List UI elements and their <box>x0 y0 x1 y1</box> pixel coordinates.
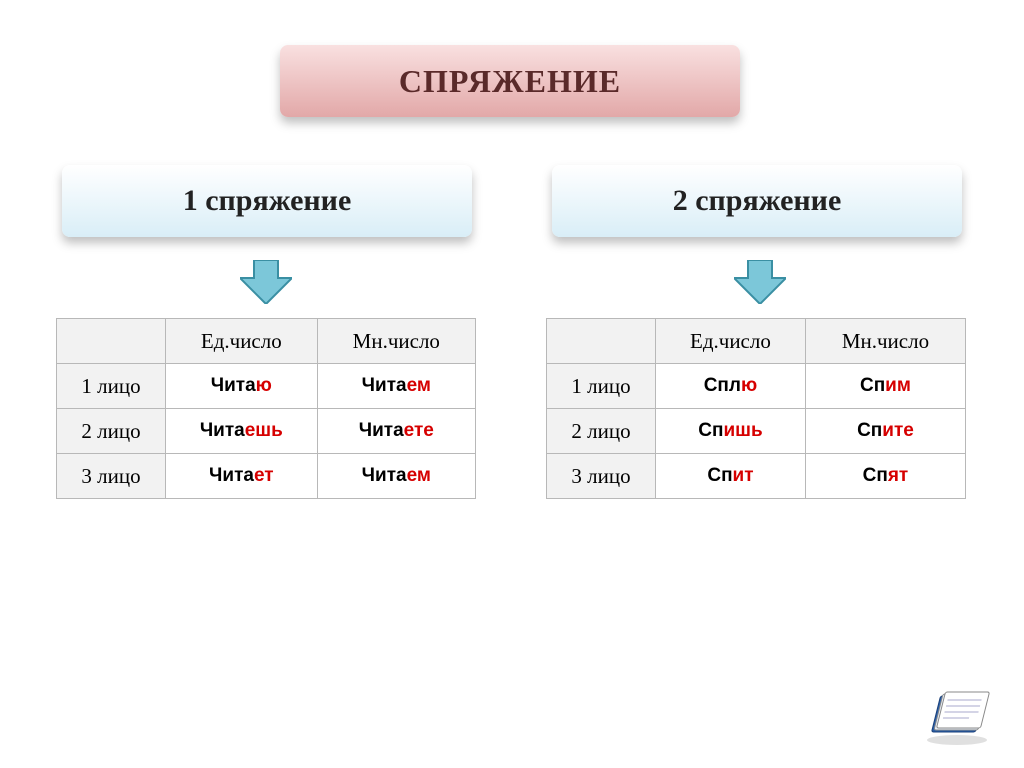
verb-ending: ю <box>741 375 757 396</box>
table-row: 3 лицо Спит Спят <box>547 454 966 499</box>
verb-cell: Читаю <box>166 364 318 409</box>
conjugation-2-heading: 2 спряжение <box>552 165 962 237</box>
table-row: 1 лицо Читаю Читаем <box>57 364 476 409</box>
verb-ending: ем <box>407 465 431 486</box>
verb-ending: им <box>885 375 911 396</box>
verb-stem: Чита <box>362 375 407 396</box>
table-corner <box>57 319 166 364</box>
table-corner <box>547 319 656 364</box>
verb-ending: ите <box>882 420 914 441</box>
verb-cell: Читаем <box>317 454 475 499</box>
verb-cell: Спит <box>656 454 806 499</box>
verb-ending: ем <box>407 375 431 396</box>
verb-cell: Читаем <box>317 364 475 409</box>
arrow-down-icon <box>734 260 786 304</box>
verb-stem: Чита <box>359 420 404 441</box>
row-label: 3 лицо <box>57 454 166 499</box>
row-label: 2 лицо <box>547 409 656 454</box>
verb-stem: Спл <box>704 375 741 396</box>
column-header-singular: Ед.число <box>656 319 806 364</box>
table-row: 3 лицо Читает Читаем <box>57 454 476 499</box>
verb-cell: Спим <box>805 364 965 409</box>
table-row: 1 лицо Сплю Спим <box>547 364 966 409</box>
table-row: 2 лицо Спишь Спите <box>547 409 966 454</box>
verb-cell: Спят <box>805 454 965 499</box>
verb-stem: Чита <box>200 420 245 441</box>
column-header-plural: Мн.число <box>805 319 965 364</box>
row-label: 1 лицо <box>547 364 656 409</box>
verb-cell: Читаете <box>317 409 475 454</box>
page-title: СПРЯЖЕНИЕ <box>280 45 740 117</box>
verb-stem: Сп <box>698 420 723 441</box>
verb-ending: ю <box>256 375 272 396</box>
row-label: 3 лицо <box>547 454 656 499</box>
verb-ending: ете <box>404 420 434 441</box>
verb-cell: Читаешь <box>166 409 318 454</box>
row-label: 2 лицо <box>57 409 166 454</box>
verb-stem: Чита <box>362 465 407 486</box>
table-row: 2 лицо Читаешь Читаете <box>57 409 476 454</box>
conjugation-2-table: Ед.число Мн.число 1 лицо Сплю Спим 2 лиц… <box>546 318 966 499</box>
verb-stem: Сп <box>860 375 885 396</box>
verb-stem: Чита <box>209 465 254 486</box>
verb-stem: Сп <box>857 420 882 441</box>
column-header-plural: Мн.число <box>317 319 475 364</box>
verb-ending: ешь <box>245 420 283 441</box>
verb-cell: Сплю <box>656 364 806 409</box>
book-icon <box>918 682 996 746</box>
row-label: 1 лицо <box>57 364 166 409</box>
column-header-singular: Ед.число <box>166 319 318 364</box>
verb-cell: Читает <box>166 454 318 499</box>
verb-cell: Спишь <box>656 409 806 454</box>
arrow-down-icon <box>240 260 292 304</box>
verb-stem: Сп <box>863 465 888 486</box>
verb-ending: ят <box>888 465 908 486</box>
conjugation-1-table: Ед.число Мн.число 1 лицо Читаю Читаем 2 … <box>56 318 476 499</box>
verb-ending: ит <box>733 465 754 486</box>
verb-cell: Спите <box>805 409 965 454</box>
verb-ending: ет <box>254 465 274 486</box>
verb-stem: Чита <box>211 375 256 396</box>
conjugation-1-heading: 1 спряжение <box>62 165 472 237</box>
verb-ending: ишь <box>723 420 762 441</box>
verb-stem: Сп <box>707 465 732 486</box>
